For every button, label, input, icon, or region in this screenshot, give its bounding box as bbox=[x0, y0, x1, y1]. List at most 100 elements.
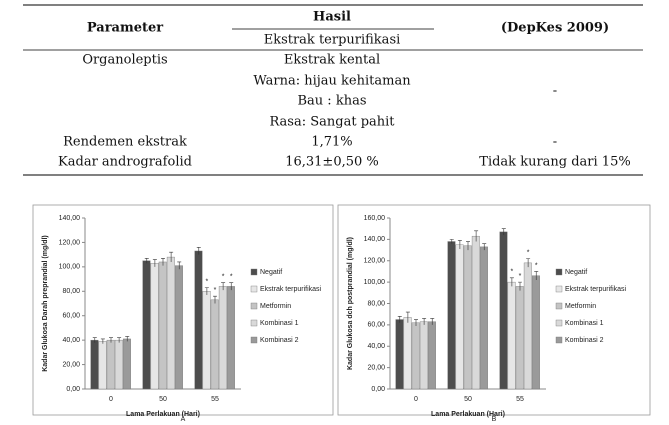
y-tick-label: 160,00 bbox=[364, 215, 386, 222]
significance-marker: * bbox=[230, 274, 233, 281]
cell: - bbox=[553, 84, 557, 99]
error-bar bbox=[109, 337, 113, 343]
x-tick-label: 55 bbox=[211, 396, 219, 403]
significance-marker: * bbox=[206, 278, 209, 285]
error-bar bbox=[449, 239, 454, 244]
bar bbox=[463, 245, 472, 390]
y-tick-label: 140,00 bbox=[364, 236, 386, 243]
bar bbox=[210, 299, 219, 390]
error-bar bbox=[204, 287, 209, 295]
legend-swatch bbox=[555, 285, 563, 293]
header-cell: Ekstrak terpurifikasi bbox=[264, 33, 401, 48]
legend-label: Metformin bbox=[260, 303, 291, 310]
cell: 1,71% bbox=[311, 135, 352, 150]
error-bar bbox=[144, 258, 149, 264]
error-bar bbox=[518, 281, 522, 291]
error-bar bbox=[405, 311, 410, 323]
y-tick-label: 40,00 bbox=[367, 343, 385, 350]
y-tick-label: 20,00 bbox=[62, 361, 80, 368]
legend-swatch bbox=[250, 302, 258, 310]
bar bbox=[419, 321, 428, 390]
header-cell: Parameter bbox=[87, 21, 163, 36]
y-tick-label: 100,00 bbox=[364, 279, 386, 286]
x-tick-label: 0 bbox=[109, 396, 113, 403]
error-bar bbox=[397, 316, 402, 323]
y-tick-label: 0,00 bbox=[66, 386, 80, 393]
significance-marker: * bbox=[214, 287, 217, 294]
caption: B bbox=[492, 416, 497, 423]
legend-swatch bbox=[250, 285, 258, 293]
x-axis-label: Lama Perlakuan (Hari) bbox=[126, 411, 200, 418]
y-axis-label: Kadar Glukosa Darah preprandial (mg/dl) bbox=[42, 235, 49, 372]
bar bbox=[479, 246, 488, 390]
legend-label: Kombinasi 1 bbox=[260, 320, 299, 327]
error-bar bbox=[534, 271, 539, 280]
significance-marker: * bbox=[527, 249, 530, 256]
legend-label: Kombinasi 2 bbox=[565, 337, 604, 344]
y-tick-label: 60,00 bbox=[62, 313, 80, 320]
error-bar bbox=[526, 258, 531, 268]
cell: Bau : khas bbox=[298, 94, 367, 109]
cell: Kadar andrografolid bbox=[58, 155, 192, 170]
x-tick-label: 55 bbox=[516, 396, 524, 403]
legend-swatch bbox=[250, 268, 258, 276]
bar bbox=[90, 339, 99, 390]
caption: A bbox=[181, 416, 186, 423]
y-tick-label: 80,00 bbox=[367, 300, 385, 307]
y-tick-label: 140,00 bbox=[59, 215, 81, 222]
error-bar bbox=[125, 336, 130, 342]
bar bbox=[202, 291, 211, 390]
error-bar bbox=[466, 241, 470, 251]
bar bbox=[455, 244, 464, 390]
y-tick-label: 120,00 bbox=[364, 258, 386, 265]
error-bar bbox=[92, 337, 97, 343]
bar bbox=[218, 286, 227, 390]
legend-label: Kombinasi 2 bbox=[260, 337, 299, 344]
x-tick-label: 0 bbox=[414, 396, 418, 403]
cell: - bbox=[553, 135, 557, 150]
cell: Ekstrak kental bbox=[284, 53, 380, 68]
y-tick-label: 120,00 bbox=[59, 239, 81, 246]
cell: Rendemen ekstrak bbox=[63, 135, 187, 150]
legend-swatch bbox=[250, 336, 258, 344]
y-tick-label: 40,00 bbox=[62, 337, 80, 344]
significance-marker: * bbox=[535, 262, 538, 269]
legend-swatch bbox=[555, 302, 563, 310]
chart: 0,00 20,00 40,00 60,00 80,00 100,00 120,00 140,… bbox=[337, 204, 651, 423]
bar bbox=[122, 338, 131, 390]
error-bar bbox=[196, 247, 201, 255]
bar bbox=[403, 317, 412, 390]
error-bar bbox=[229, 282, 234, 291]
bar bbox=[523, 262, 532, 390]
error-bar bbox=[213, 295, 217, 304]
legend-label: Negatif bbox=[565, 269, 587, 276]
x-tick-label: 50 bbox=[464, 396, 472, 403]
bar bbox=[166, 256, 175, 390]
x-axis-label: Lama Perlakuan (Hari) bbox=[431, 411, 505, 418]
bar bbox=[411, 322, 420, 390]
legend-label: Negatif bbox=[260, 269, 282, 276]
error-bar bbox=[414, 319, 418, 326]
x-tick-label: 50 bbox=[159, 396, 167, 403]
error-bar bbox=[152, 259, 157, 267]
header-cell: Hasil bbox=[313, 10, 351, 25]
error-bar bbox=[422, 318, 427, 325]
error-bar bbox=[474, 230, 479, 242]
error-bar bbox=[117, 337, 122, 343]
chart-frame bbox=[32, 204, 334, 416]
bar bbox=[499, 231, 508, 390]
error-bar bbox=[100, 338, 105, 344]
significance-marker: * bbox=[222, 274, 225, 281]
y-tick-label: 20,00 bbox=[367, 364, 385, 371]
legend-swatch bbox=[555, 319, 563, 327]
y-tick-label: 100,00 bbox=[59, 264, 81, 271]
bar bbox=[395, 319, 404, 390]
bar bbox=[106, 339, 115, 390]
y-tick-label: 0,00 bbox=[371, 386, 385, 393]
error-bar bbox=[161, 258, 165, 266]
legend-swatch bbox=[555, 336, 563, 344]
cell: Tidak kurang dari 15% bbox=[479, 155, 630, 170]
legend-label: Kombinasi 1 bbox=[565, 320, 604, 327]
error-bar bbox=[457, 240, 462, 249]
